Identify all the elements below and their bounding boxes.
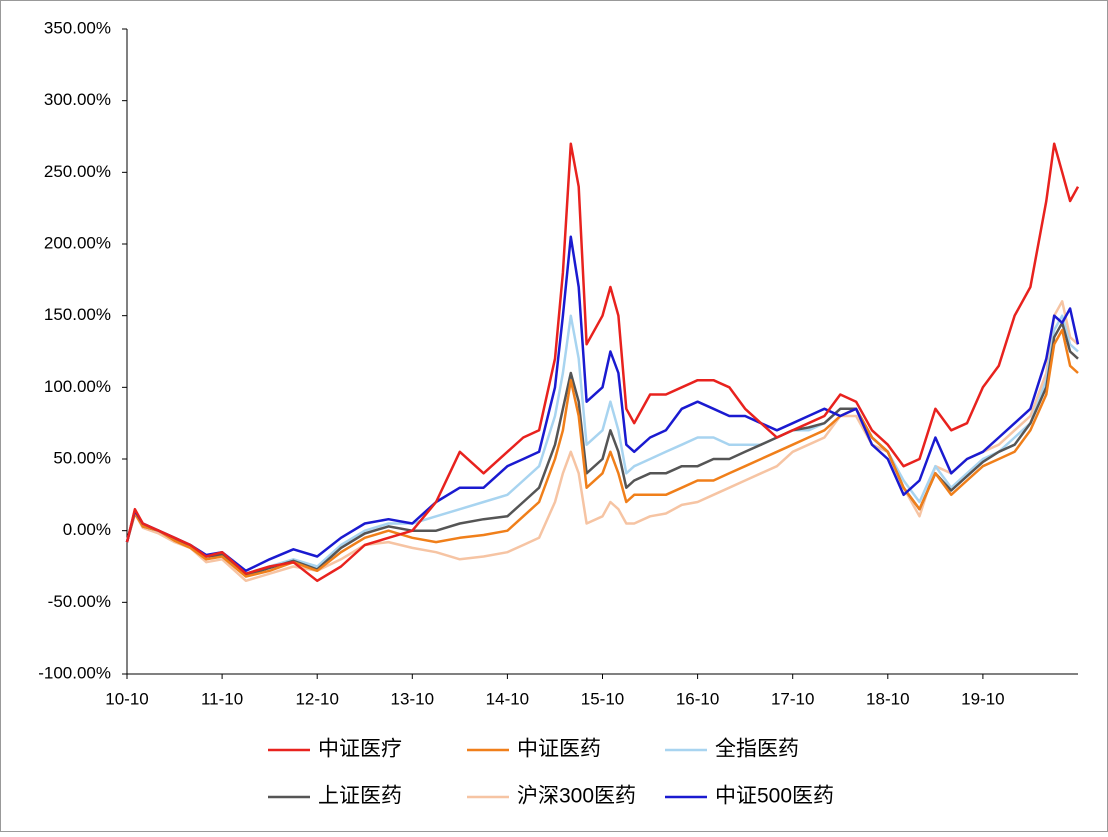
legend-label: 中证医疗 <box>318 738 402 761</box>
y-tick-label: -50.00% <box>48 592 111 611</box>
y-tick-label: 50.00% <box>53 448 111 467</box>
series-line <box>125 328 1079 578</box>
series-line <box>125 321 1079 577</box>
y-tick-label: 300.00% <box>44 90 111 109</box>
y-tick-label: 250.00% <box>44 162 111 181</box>
y-tick-label: 200.00% <box>44 233 111 252</box>
series-line <box>125 142 1080 583</box>
legend-label: 中证500医药 <box>715 785 834 808</box>
legend-label: 沪深300医药 <box>517 785 636 808</box>
series-line <box>125 300 1079 583</box>
x-tick-label: 17-10 <box>771 689 814 708</box>
series-line <box>125 314 1079 575</box>
x-tick-label: 19-10 <box>961 689 1004 708</box>
series-line <box>125 235 1080 573</box>
y-tick-label: 150.00% <box>44 305 111 324</box>
x-tick-label: 16-10 <box>676 689 719 708</box>
legend-label: 全指医药 <box>715 738 799 761</box>
x-tick-label: 11-10 <box>201 689 243 708</box>
legend-label: 上证医药 <box>318 785 402 808</box>
x-tick-label: 10-10 <box>105 689 148 708</box>
y-tick-label: 0.00% <box>63 520 111 539</box>
x-tick-label: 15-10 <box>581 689 624 708</box>
x-tick-label: 12-10 <box>295 689 338 708</box>
y-tick-label: 350.00% <box>44 18 111 37</box>
y-tick-label: 100.00% <box>44 377 111 396</box>
x-tick-label: 13-10 <box>391 689 434 708</box>
x-tick-label: 14-10 <box>486 689 529 708</box>
legend-label: 中证医药 <box>517 738 601 761</box>
y-tick-label: -100.00% <box>38 663 111 682</box>
x-tick-label: 18-10 <box>866 689 909 708</box>
